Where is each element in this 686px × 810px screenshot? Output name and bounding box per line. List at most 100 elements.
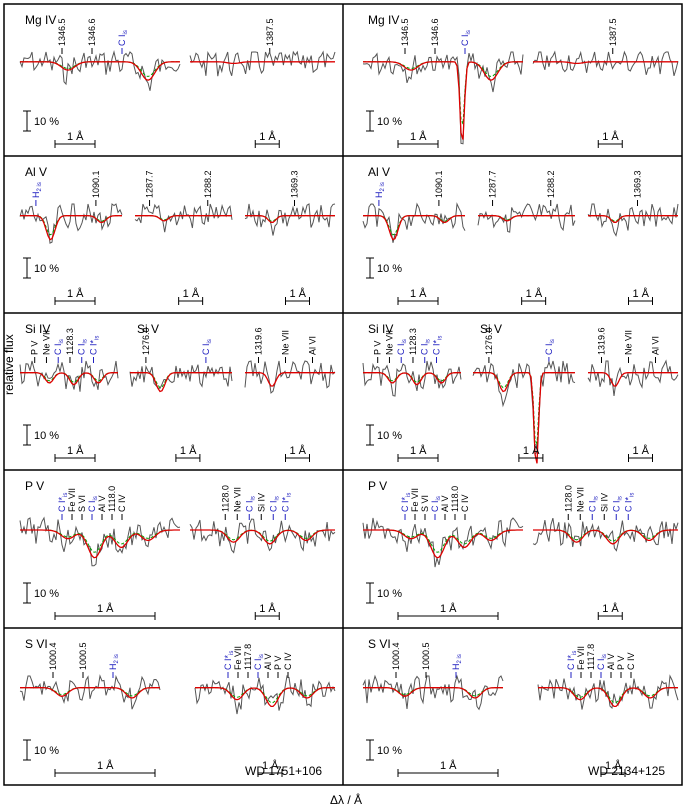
observed-spectrum [19,360,119,392]
observed-spectrum [362,51,524,145]
model-spectrum [478,215,575,222]
line-label: 1319.6 [597,327,607,355]
line-id: C Iis [201,339,213,355]
line-id: C I*is [280,493,292,512]
model-alt-spectrum [20,61,180,78]
model-spectrum [363,529,523,559]
line-label: 1346.5 [400,18,410,46]
line-label: P V [30,341,40,355]
line-label: Ne VII [41,330,51,355]
wavelength-scale-label: 1 Å [410,130,427,143]
line-id: 1128.0 [220,485,230,512]
line-id: 1319.6 [254,327,264,355]
wavelength-scale-label: 1 Å [67,287,84,300]
line-label: Fe VII [67,488,77,512]
line-label-sub: is [629,493,635,497]
line-id: Fe VII [410,488,420,512]
line-label-sub: is [402,339,408,343]
line-id: 1346.5 [400,18,410,46]
line-label: C I [611,500,621,512]
wavelength-scale-label: 1 Å [605,759,622,772]
line-label: P V [273,656,283,670]
line-id: C Iis [87,496,99,512]
line-id: C IV [460,494,470,512]
line-id: C I*is [432,336,444,355]
line-label: C I [460,34,470,46]
line-label-sub: is [550,339,556,343]
line-label: H [374,192,384,199]
line-id: 1387.5 [265,18,275,46]
line-id: C I*is [400,493,412,512]
model-spectrum [135,215,232,222]
line-label: C IV [626,652,636,670]
line-label-sub: is [59,339,65,343]
line-label: 1117.8 [586,644,596,670]
wavelength-scale-label: 1 Å [259,130,276,143]
line-label: 1090.1 [91,170,101,198]
line-label: 1319.6 [254,327,264,355]
line-label-sub: is [602,654,608,658]
model-spectrum [190,61,335,65]
line-id: 1090.1 [434,170,444,198]
ion-label: P V [25,479,44,493]
ion-label: Mg IV [368,13,399,27]
model-spectrum [195,687,335,708]
wavelength-scale-label: 1 Å [523,444,540,457]
line-id: C I*is [623,493,635,512]
ion-label: Si V [480,322,502,336]
line-id: 1288.2 [203,170,213,198]
flux-scale-label: 10 % [34,588,59,600]
model-spectrum [538,687,678,708]
line-id: C Iis [544,339,556,355]
observed-spectrum [472,360,576,456]
ion-label: S VI [368,637,391,651]
line-label: Si IV [256,493,266,512]
wavelength-scale-label: 1 Å [259,602,276,615]
observed-spectrum [189,50,336,77]
flux-scale-label: 10 % [34,263,59,275]
line-label-sub: is [83,339,89,343]
line-label-sub: 2 is [457,654,463,663]
wavelength-scale-label: 1 Å [180,444,197,457]
line-label: C I [596,658,606,670]
line-id: 1128.3 [408,328,418,355]
line-id: C I*is [57,493,69,512]
line-label-sub: 2 is [37,182,43,191]
line-label: C I [244,500,254,512]
line-label: C I* [223,654,233,670]
ion-label: S VI [25,637,48,651]
wavelength-scale-label: 1 Å [290,444,307,457]
line-label: 1346.6 [430,18,440,46]
line-label-sub: is [617,496,623,500]
line-label: 1128.3 [65,328,75,355]
line-label: 1346.5 [57,18,67,46]
line-id: Ne VII [232,487,242,512]
line-id: C Iis [611,496,623,512]
object-name: WD 1751+106 [245,764,322,778]
line-label: P V [616,656,626,670]
line-id: C Iis [244,496,256,512]
object-name: WD 2134+125 [588,764,665,778]
line-label: Ne VII [281,330,291,355]
flux-scale-label: 10 % [377,116,402,128]
observed-spectrum [19,50,181,91]
line-label: C I* [566,654,576,670]
wavelength-scale-label: 1 Å [67,130,84,143]
line-label: H [108,664,118,671]
wavelength-scale-label: 1 Å [633,444,650,457]
line-id: C Iis [77,339,89,355]
model-spectrum [20,61,180,81]
line-label: C I [420,343,430,355]
line-label: 1288.2 [546,170,556,198]
line-label: Al VI [308,336,318,355]
line-label: C I* [89,339,99,355]
line-id: Fe VII [576,646,586,670]
line-label: Fe VII [576,646,586,670]
line-label: Ne VII [232,487,242,512]
line-id: Ne VII [624,330,634,355]
line-id: Al VI [651,336,661,355]
line-label: C I* [57,496,67,512]
model-spectrum [245,215,335,223]
observed-spectrum [129,364,233,389]
flux-scale-label: 10 % [34,430,59,442]
